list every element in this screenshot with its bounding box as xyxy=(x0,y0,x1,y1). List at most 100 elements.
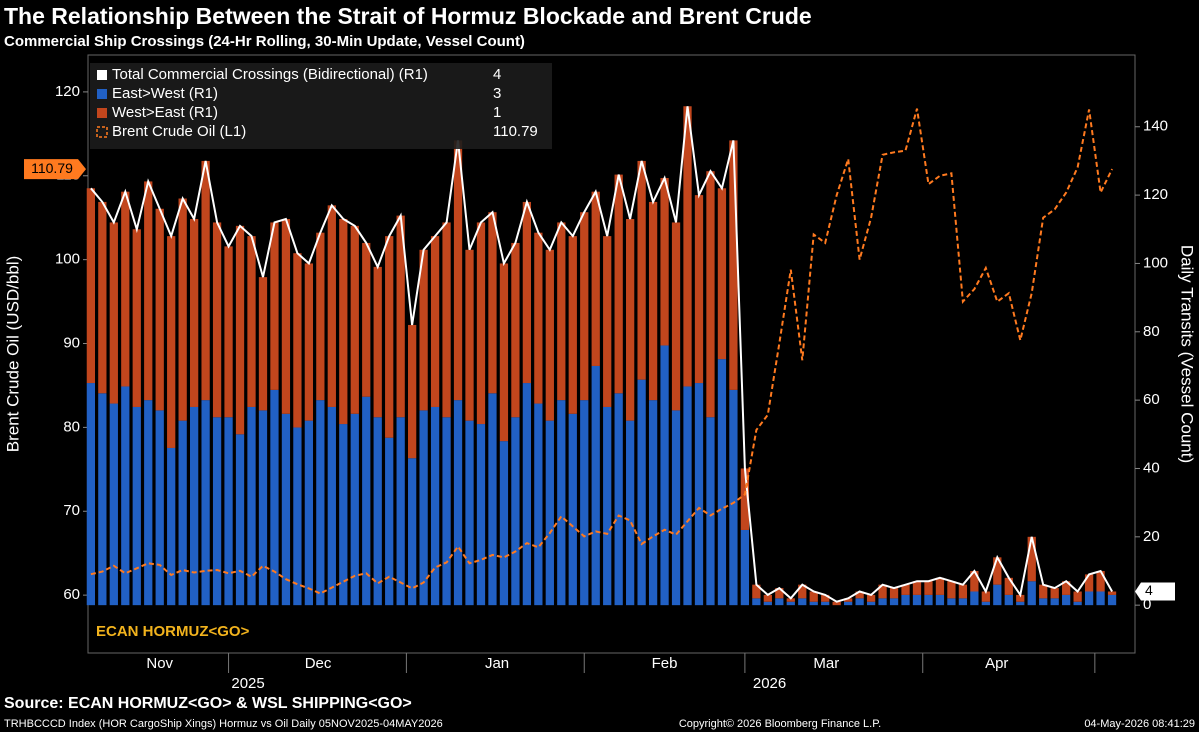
bar xyxy=(316,400,325,606)
bar xyxy=(212,417,222,606)
bar xyxy=(752,584,761,599)
bar xyxy=(1096,591,1105,606)
bar xyxy=(373,417,382,606)
bar xyxy=(947,581,956,599)
bar xyxy=(981,601,990,606)
bar xyxy=(224,246,233,418)
bar xyxy=(258,410,268,606)
footer-left: TRHBCCCD Index (HOR CargoShip Xings) Hor… xyxy=(4,718,443,730)
bar xyxy=(1084,574,1094,592)
bar xyxy=(1027,536,1036,582)
bar xyxy=(1073,601,1082,606)
bar xyxy=(247,406,256,606)
footer-right: 04-May-2026 08:41:29 xyxy=(1084,718,1195,730)
y2-axis-label: Daily Transits (Vessel Count) xyxy=(1178,245,1197,463)
y2-tick-label: 80 xyxy=(1143,323,1160,340)
bar xyxy=(121,386,130,606)
legend-marker xyxy=(96,126,108,138)
y-tick-label: 70 xyxy=(63,502,80,519)
bar xyxy=(476,222,486,425)
bar xyxy=(993,584,1002,606)
bar xyxy=(821,594,830,602)
bar xyxy=(901,584,910,595)
legend-marker xyxy=(97,89,107,99)
bar xyxy=(775,598,784,606)
bar xyxy=(155,208,164,411)
bar xyxy=(511,417,520,606)
bar xyxy=(190,406,199,606)
bar xyxy=(683,106,692,387)
bar xyxy=(488,393,497,606)
y2-tick-label: 20 xyxy=(1143,528,1160,545)
bar xyxy=(476,424,486,606)
bar xyxy=(419,249,428,411)
bar xyxy=(958,598,968,606)
bar xyxy=(442,417,451,606)
bar xyxy=(855,598,864,606)
bar xyxy=(293,253,302,428)
x-tick-label: Dec xyxy=(305,655,332,672)
legend-value: 3 xyxy=(493,85,501,102)
bar xyxy=(1039,584,1048,599)
bar xyxy=(591,365,600,606)
bar xyxy=(626,420,635,606)
bar xyxy=(155,410,164,606)
bar xyxy=(1107,594,1117,606)
bar xyxy=(878,584,887,599)
bar xyxy=(293,427,302,606)
bar xyxy=(178,420,187,606)
chart-title: The Relationship Between the Strait of H… xyxy=(4,3,812,29)
bar xyxy=(775,588,784,599)
legend-box xyxy=(90,63,552,149)
year-label: 2026 xyxy=(753,675,786,692)
bar xyxy=(798,584,807,599)
bar xyxy=(671,410,681,606)
year-label: 2025 xyxy=(231,675,264,692)
bar xyxy=(694,383,704,606)
bar xyxy=(98,393,107,606)
bar xyxy=(167,447,176,606)
bar xyxy=(86,383,95,606)
last-value-label: 4 xyxy=(1145,582,1153,598)
y2-tick-label: 100 xyxy=(1143,254,1168,271)
bar xyxy=(373,266,382,418)
bar xyxy=(1016,594,1025,602)
y2-tick-label: 60 xyxy=(1143,391,1160,408)
bar xyxy=(832,601,841,606)
bar xyxy=(844,601,853,606)
bar xyxy=(430,406,440,606)
bar xyxy=(1107,591,1117,595)
bar xyxy=(396,417,405,606)
bar xyxy=(1039,598,1048,606)
bar xyxy=(855,591,864,599)
x-tick-label: Apr xyxy=(985,655,1008,672)
bar xyxy=(763,594,772,602)
bar xyxy=(981,591,990,602)
bar xyxy=(362,242,371,397)
bar xyxy=(534,403,543,606)
bar xyxy=(121,191,130,387)
bar xyxy=(316,232,325,401)
bar xyxy=(212,222,222,418)
bar xyxy=(109,222,118,404)
bar xyxy=(304,420,314,606)
bar xyxy=(362,396,371,606)
bar xyxy=(660,345,669,606)
bar xyxy=(947,598,956,606)
bar xyxy=(488,212,497,394)
bar xyxy=(557,222,566,401)
bar xyxy=(717,359,727,606)
bar xyxy=(912,581,922,595)
bar xyxy=(327,406,336,606)
y2-tick-label: 120 xyxy=(1143,186,1168,203)
bar xyxy=(545,249,554,421)
bar xyxy=(1004,577,1013,595)
last-value-label: 110.79 xyxy=(31,160,73,176)
bar xyxy=(430,236,440,407)
legend-value: 1 xyxy=(493,104,501,121)
bar xyxy=(557,400,566,606)
bar xyxy=(1050,588,1059,599)
bar xyxy=(809,601,818,606)
